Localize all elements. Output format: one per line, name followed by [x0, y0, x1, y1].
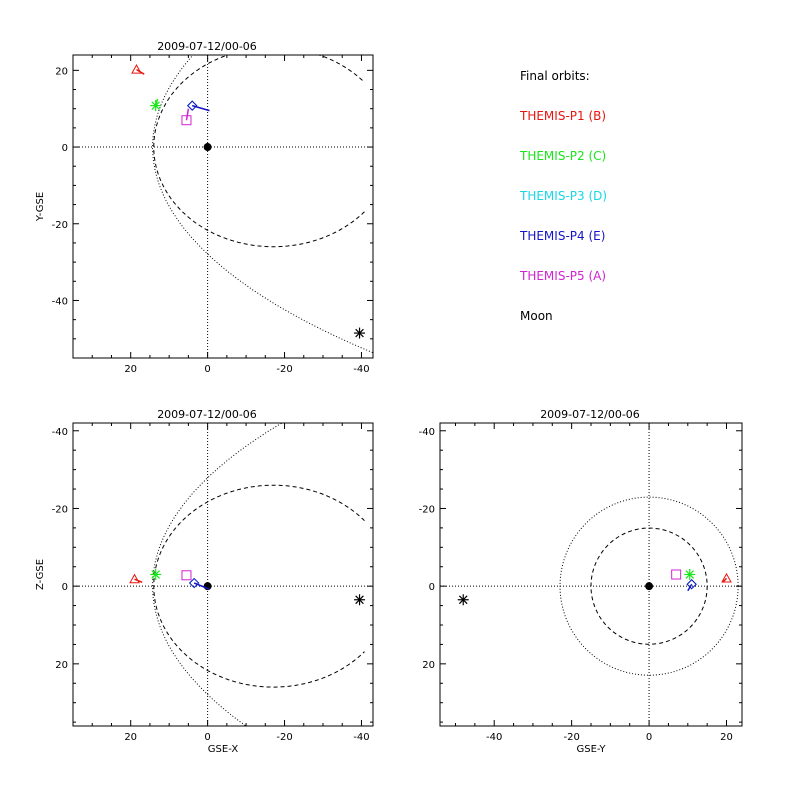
xz-p4-marker: [188, 577, 200, 589]
xz-ytick-label: 0: [62, 582, 68, 593]
xy-xtick-label: -20: [276, 364, 292, 375]
yz-p2-marker-stroke: [685, 570, 695, 579]
xy-ytick-label: -40: [52, 296, 68, 307]
xz-p5-marker: [181, 570, 192, 581]
yz-ytick-label: -20: [419, 504, 435, 515]
yz-p5-marker: [671, 569, 682, 580]
xy-p1-marker: [131, 64, 142, 74]
xz-ytick-label: -40: [52, 427, 68, 438]
yz-plot-area: [440, 423, 742, 726]
legend-title: Final orbits:: [520, 69, 590, 83]
yz-magnetopause-ring: [590, 527, 708, 645]
xz-frame: [72, 422, 374, 727]
xy-ytick-label: 0: [62, 143, 68, 154]
panel-xy-title: 2009-07-12/00-06: [157, 40, 257, 53]
yz-xlabel: GSE-Y: [577, 744, 607, 755]
legend-entry-p1: THEMIS-P1 (B): [519, 109, 606, 123]
xy-ytick-label: -20: [52, 220, 68, 231]
xz-magnetopause: [153, 484, 365, 688]
xz-p2-marker: [150, 569, 162, 580]
xy-bow-shock: [152, 55, 373, 354]
panel-xz-title: 2009-07-12/00-06: [157, 408, 257, 421]
panel-yz-title: 2009-07-12/00-06: [540, 408, 640, 421]
xy-p2-marker-stroke: [151, 101, 161, 110]
yz-ytick-label: 0: [429, 582, 435, 593]
yz-moon-marker: [457, 594, 469, 606]
xz-ytick-label: -20: [52, 504, 68, 515]
xy-moon-marker: [354, 327, 366, 339]
yz-bow-shock-ring: [559, 496, 739, 676]
xz-xlabel: GSE-X: [208, 744, 239, 755]
xy-magnetopause: [153, 55, 365, 248]
xy-ylabel: Y-GSE: [35, 192, 46, 222]
yz-ytick-label: -40: [419, 427, 435, 438]
xz-xtick-label: 0: [204, 732, 210, 743]
xy-xtick-label: 20: [124, 364, 137, 375]
yz-frame: [439, 422, 743, 727]
yz-xtick-label: 20: [720, 732, 733, 743]
yz-moon-marker-stroke: [458, 595, 468, 605]
xz-p1-marker: [129, 573, 140, 584]
xy-p5-trail: [185, 108, 190, 121]
yz-xtick-label: 0: [646, 732, 652, 743]
legend-entry-p3: THEMIS-P3 (D): [519, 189, 607, 203]
xz-bow-shock: [152, 423, 283, 726]
xz-p4-trail: [193, 582, 210, 590]
xz-ylabel: Z-GSE: [35, 559, 46, 590]
xz-plot-area: [73, 423, 373, 726]
legend-entry-p5: THEMIS-P5 (A): [519, 269, 606, 283]
xy-frame: [72, 54, 374, 359]
xy-moon-marker-stroke: [355, 328, 364, 338]
xz-xtick-label: 20: [124, 732, 137, 743]
legend-entry-moon: Moon: [520, 309, 553, 323]
xz-p2-marker-stroke: [151, 570, 161, 579]
xz-xtick-label: -40: [353, 732, 369, 743]
xy-p5-marker: [181, 115, 192, 126]
yz-ytick-label: 20: [422, 660, 435, 671]
panel-yz: 2009-07-12/00-06 -40 -20 0 20 20 0 -20 -40 GSE-Y: [419, 408, 743, 755]
legend-entry-p2: THEMIS-P2 (C): [519, 149, 606, 163]
xy-xtick-label: 0: [204, 364, 210, 375]
yz-p1-marker: [721, 572, 732, 583]
xz-xtick-label: -20: [276, 732, 292, 743]
xy-p4-marker: [187, 100, 198, 111]
legend-entry-p4: THEMIS-P4 (E): [519, 229, 605, 243]
xz-moon-marker-stroke: [355, 595, 364, 605]
xy-p4-trail: [191, 104, 210, 112]
legend: Final orbits: THEMIS-P1 (B) THEMIS-P2 (C…: [519, 69, 607, 323]
xy-plot-area: [73, 55, 373, 358]
xy-p2-marker: [150, 100, 162, 112]
yz-p4-marker: [686, 579, 697, 590]
panel-xz: 2009-07-12/00-06 20 0 -20 -40 20 0 -20 -40 GSE-X…: [35, 408, 374, 755]
yz-p2-marker: [684, 569, 696, 580]
xy-xtick-label: -40: [353, 364, 369, 375]
panel-xy: 2009-07-12/00-06 20 0 -20 -40 20 0 -20 -40 Y-GSE: [35, 40, 374, 375]
yz-xtick-label: -40: [486, 732, 502, 743]
yz-xtick-label: -20: [563, 732, 579, 743]
xy-ytick-label: 20: [55, 66, 68, 77]
yz-earth-marker: [645, 582, 654, 591]
xz-moon-marker: [354, 594, 366, 606]
xy-earth-marker: [203, 143, 212, 152]
xz-ytick-label: 20: [55, 660, 68, 671]
